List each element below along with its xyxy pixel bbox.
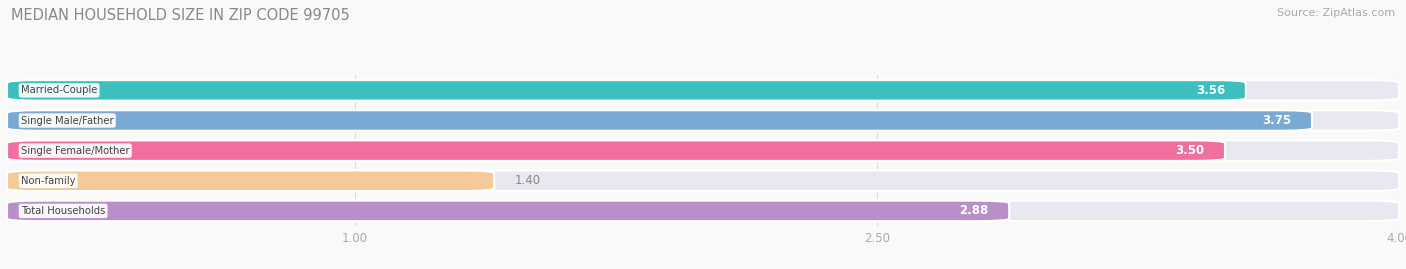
FancyBboxPatch shape	[7, 171, 495, 191]
FancyBboxPatch shape	[7, 201, 1399, 221]
Text: Single Male/Father: Single Male/Father	[21, 115, 114, 126]
FancyBboxPatch shape	[7, 201, 1010, 221]
Text: 2.88: 2.88	[959, 204, 988, 217]
Text: Non-family: Non-family	[21, 176, 76, 186]
FancyBboxPatch shape	[7, 140, 1399, 161]
FancyBboxPatch shape	[7, 80, 1246, 101]
Text: Married-Couple: Married-Couple	[21, 85, 97, 95]
Text: MEDIAN HOUSEHOLD SIZE IN ZIP CODE 99705: MEDIAN HOUSEHOLD SIZE IN ZIP CODE 99705	[11, 8, 350, 23]
Text: 3.75: 3.75	[1263, 114, 1291, 127]
Text: 3.50: 3.50	[1175, 144, 1204, 157]
Text: Single Female/Mother: Single Female/Mother	[21, 146, 129, 156]
FancyBboxPatch shape	[7, 140, 1225, 161]
FancyBboxPatch shape	[7, 171, 1399, 191]
Text: 1.40: 1.40	[515, 174, 541, 187]
FancyBboxPatch shape	[7, 110, 1399, 131]
FancyBboxPatch shape	[7, 110, 1312, 131]
Text: Source: ZipAtlas.com: Source: ZipAtlas.com	[1277, 8, 1395, 18]
FancyBboxPatch shape	[7, 80, 1399, 101]
Text: 3.56: 3.56	[1195, 84, 1225, 97]
Text: Total Households: Total Households	[21, 206, 105, 216]
